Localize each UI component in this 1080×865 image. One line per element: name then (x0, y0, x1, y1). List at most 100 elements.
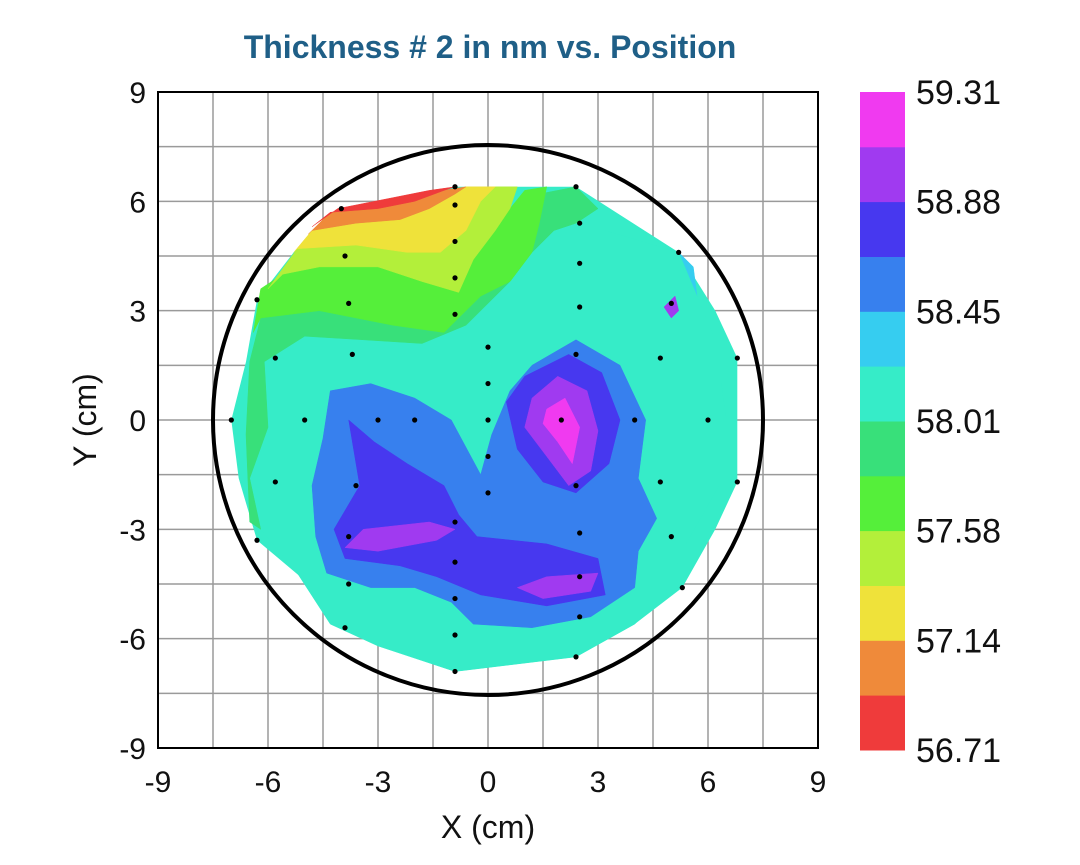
x-axis-ticks: -9 -6 -3 0 3 6 9 (145, 766, 827, 799)
measurement-point (485, 490, 491, 496)
measurement-point (452, 311, 458, 317)
measurement-point (452, 632, 458, 638)
measurement-point (485, 453, 491, 460)
measurement-point (342, 625, 348, 631)
colorbar-band (860, 201, 905, 257)
measurement-point (254, 297, 260, 303)
measurement-point (577, 220, 583, 226)
contour-regions (231, 186, 738, 672)
contour-band-10 (663, 295, 679, 319)
measurement-point (302, 417, 308, 423)
measurement-point (573, 483, 579, 489)
measurement-point (679, 585, 685, 591)
measurement-point (573, 351, 579, 357)
measurement-points (228, 184, 740, 675)
x-tick-label: 9 (810, 766, 827, 799)
contour-band-9 (333, 419, 606, 607)
measurement-point (573, 184, 579, 190)
measurement-point (657, 355, 663, 361)
colorbar-label: 58.45 (916, 293, 1001, 331)
y-axis-ticks: -9 -6 -3 0 3 6 9 (119, 77, 146, 766)
measurement-point (254, 537, 260, 543)
measurement-point (452, 519, 458, 525)
y-axis-label: Y (cm) (67, 373, 103, 467)
colorbar-band (860, 311, 905, 367)
measurement-point (668, 534, 674, 540)
measurement-point (577, 260, 583, 266)
measurement-point (577, 574, 583, 580)
measurement-point (349, 351, 355, 357)
colorbar-band (860, 366, 905, 422)
colorbar-band (860, 475, 905, 532)
measurement-point (577, 304, 583, 310)
measurement-point (353, 483, 359, 489)
measurement-point (705, 417, 711, 423)
measurement-point (734, 355, 740, 361)
measurement-point (485, 380, 491, 387)
chart-title: Thickness # 2 in nm vs. Position (244, 29, 737, 65)
wafer-outline (211, 143, 765, 697)
plot-frame (157, 91, 819, 749)
y-tick-label: 3 (129, 296, 146, 329)
measurement-point (577, 530, 583, 536)
y-tick-label: -6 (119, 624, 146, 657)
x-tick-label: -6 (255, 766, 282, 799)
x-tick-label: 6 (700, 766, 717, 799)
measurement-point (452, 668, 458, 675)
measurement-point (346, 581, 352, 587)
x-tick-label: -3 (365, 766, 392, 799)
measurement-point (228, 417, 234, 423)
colorbar-label: 56.71 (916, 732, 1001, 770)
colorbar (860, 92, 905, 751)
colorbar-label: 58.01 (916, 403, 1001, 441)
colorbar-label: 57.58 (916, 513, 1001, 551)
colorbar-band (860, 640, 905, 696)
y-tick-label: 6 (129, 186, 146, 219)
colorbar-band (860, 530, 905, 586)
measurement-point (485, 417, 491, 423)
measurement-point (452, 275, 458, 281)
measurement-point (375, 417, 381, 423)
measurement-point (452, 559, 458, 565)
colorbar-band (860, 256, 905, 312)
measurement-point (342, 253, 348, 259)
y-tick-label: -9 (119, 733, 146, 766)
colorbar-band (860, 585, 905, 641)
colorbar-band (860, 146, 905, 203)
x-tick-label: 3 (590, 766, 607, 799)
x-axis-label: X (cm) (441, 809, 535, 845)
measurement-point (272, 355, 278, 361)
measurement-point (558, 417, 564, 423)
measurement-point (632, 417, 638, 423)
measurement-point (485, 344, 491, 350)
y-tick-label: -3 (119, 514, 146, 547)
colorbar-band (860, 421, 905, 477)
measurement-point (346, 300, 352, 306)
y-tick-label: 9 (129, 77, 146, 110)
measurement-point (657, 479, 663, 485)
colorbar-label: 58.88 (916, 184, 1001, 222)
measurement-point (668, 300, 674, 306)
colorbar-labels: 59.31 58.88 58.45 58.01 57.58 57.14 56.71 (916, 74, 1001, 770)
measurement-point (452, 184, 458, 190)
x-tick-label: -9 (145, 766, 172, 799)
colorbar-band (860, 695, 905, 751)
measurement-point (452, 238, 458, 245)
colorbar-label: 57.14 (916, 622, 1001, 660)
measurement-point (734, 479, 740, 485)
measurement-point (272, 479, 278, 485)
measurement-point (412, 417, 418, 423)
measurement-point (676, 249, 682, 255)
measurement-point (452, 595, 458, 602)
colorbar-label: 59.31 (916, 74, 1001, 112)
measurement-point (338, 206, 344, 212)
measurement-point (452, 202, 458, 208)
contour-band-11 (542, 397, 580, 464)
colorbar-band (860, 92, 905, 148)
measurement-point (346, 534, 352, 540)
contour-band-10 (344, 521, 456, 552)
plot-area (157, 91, 819, 749)
measurement-point (573, 654, 579, 660)
measurement-point (577, 614, 583, 620)
